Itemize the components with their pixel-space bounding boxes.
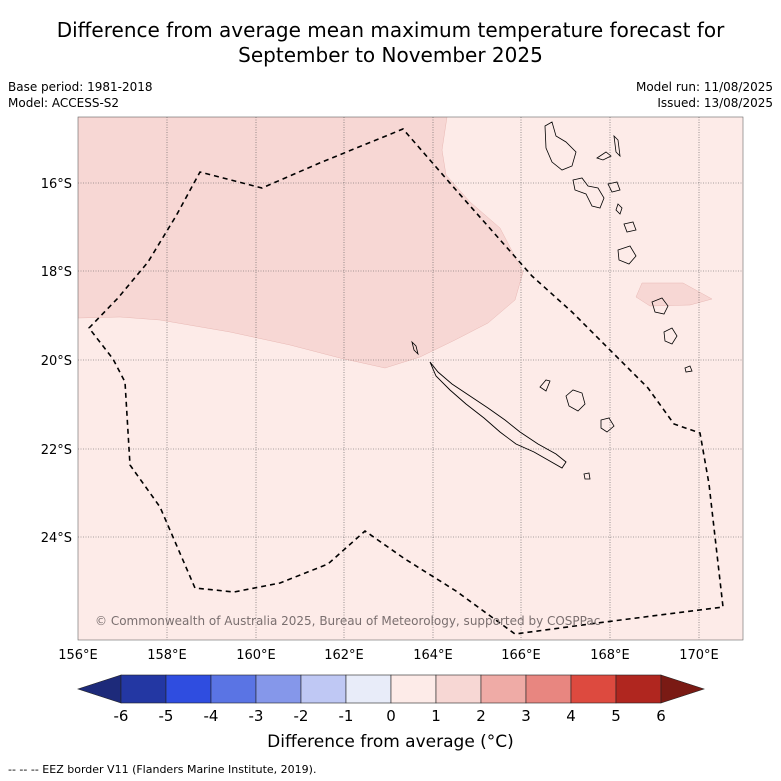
colorbar-tick-label: -6	[114, 707, 129, 725]
lon-label-162e: 162°E	[324, 648, 364, 663]
lat-label-22s: 22°S	[41, 443, 72, 458]
island-espiritu-santo	[544, 121, 577, 171]
island-malakula	[572, 177, 605, 209]
copyright-text: © Commonwealth of Australia 2025, Bureau…	[95, 614, 600, 628]
model-name: Model: ACCESS-S2	[8, 96, 120, 110]
island-maewo-pentecost	[613, 134, 621, 158]
island-lifou	[565, 389, 586, 412]
lon-label-160e: 160°E	[236, 648, 276, 663]
title-line-1: Difference from average mean maximum tem…	[56, 18, 725, 42]
colorbar-segment	[165, 674, 212, 704]
colorbar-segment	[570, 674, 617, 704]
lon-label-158e: 158°E	[147, 648, 187, 663]
colorbar-tick-label: 0	[386, 707, 396, 725]
eez-border	[87, 128, 724, 635]
colorbar-tick-label: 2	[476, 707, 486, 725]
longitude-labels: 156°E 158°E 160°E 162°E 164°E 166°E 168°…	[58, 648, 719, 663]
colorbar-segment	[525, 674, 572, 704]
colorbar-segment	[435, 674, 482, 704]
model-run: Model run: 11/08/2025	[635, 80, 773, 94]
colorbar-segment	[210, 674, 257, 704]
base-period: Base period: 1981-2018	[8, 80, 153, 94]
island-epi	[615, 203, 623, 215]
meta-right: Model run: 11/08/2025 Issued: 13/08/2025	[636, 79, 773, 111]
eez-footnote: -- -- -- EEZ border V11 (Flanders Marine…	[8, 763, 317, 776]
lat-label-24s: 24°S	[41, 531, 72, 546]
colorbar-segment	[390, 674, 437, 704]
colorbar-extend-low	[77, 674, 122, 704]
colorbar-tick-label: 4	[566, 707, 576, 725]
island-ambae	[596, 151, 612, 161]
colorbar-tick-label: -5	[159, 707, 174, 725]
colorbar-segment	[120, 674, 167, 704]
lat-label-16s: 16°S	[41, 177, 72, 192]
meta-left: Base period: 1981-2018 Model: ACCESS-S2	[8, 79, 153, 111]
colorbar-segment	[255, 674, 302, 704]
new-caledonia-landmass	[429, 361, 567, 469]
colorbar-tick-label: 5	[611, 707, 621, 725]
colorbar-extend-high	[660, 674, 705, 704]
colorbar-segment	[345, 674, 392, 704]
colorbar	[77, 674, 705, 704]
island-pines	[583, 472, 591, 480]
latitude-labels: 16°S 18°S 20°S 22°S 24°S	[41, 177, 72, 546]
island-ouvea	[539, 379, 551, 392]
colorbar-tick-labels: -6 -5 -4 -3 -2 -1 0 1 2 3 4 5 6	[114, 707, 666, 725]
lat-label-20s: 20°S	[41, 354, 72, 369]
lon-label-164e: 164°E	[413, 648, 453, 663]
colorbar-tick-label: -2	[294, 707, 309, 725]
island-efate	[623, 221, 637, 233]
colorbar-tick-label: 3	[521, 707, 531, 725]
colorbar-segment	[615, 674, 662, 704]
issued-date: Issued: 13/08/2025	[657, 96, 773, 110]
gridlines	[78, 117, 743, 640]
colorbar-segment	[480, 674, 527, 704]
colorbar-tick-label: -4	[204, 707, 219, 725]
colorbar-tick-label: -3	[249, 707, 264, 725]
anomaly-patch-east	[635, 282, 713, 307]
island-tanna	[651, 297, 669, 315]
title-line-2: September to November 2025	[238, 43, 543, 67]
colorbar-tick-label: -1	[339, 707, 354, 725]
anomaly-region-1-to-2	[78, 117, 524, 369]
lon-label-170e: 170°E	[679, 648, 719, 663]
island-mare	[600, 417, 615, 433]
island-aneityum	[663, 327, 678, 345]
island-erromango	[617, 245, 637, 265]
lon-label-168e: 168°E	[590, 648, 630, 663]
island-futuna	[684, 365, 693, 373]
island-ambrym	[607, 181, 621, 193]
colorbar-tick-label: 1	[431, 707, 441, 725]
map-title: Difference from average mean maximum tem…	[0, 18, 781, 68]
colorbar-title: Difference from average (°C)	[267, 732, 514, 752]
map-frame	[77, 116, 744, 641]
lon-label-166e: 166°E	[501, 648, 541, 663]
colorbar-tick-label: 6	[656, 707, 666, 725]
lon-label-156e: 156°E	[58, 648, 98, 663]
island-belep	[411, 340, 419, 356]
lat-label-18s: 18°S	[41, 265, 72, 280]
colorbar-segment	[300, 674, 347, 704]
